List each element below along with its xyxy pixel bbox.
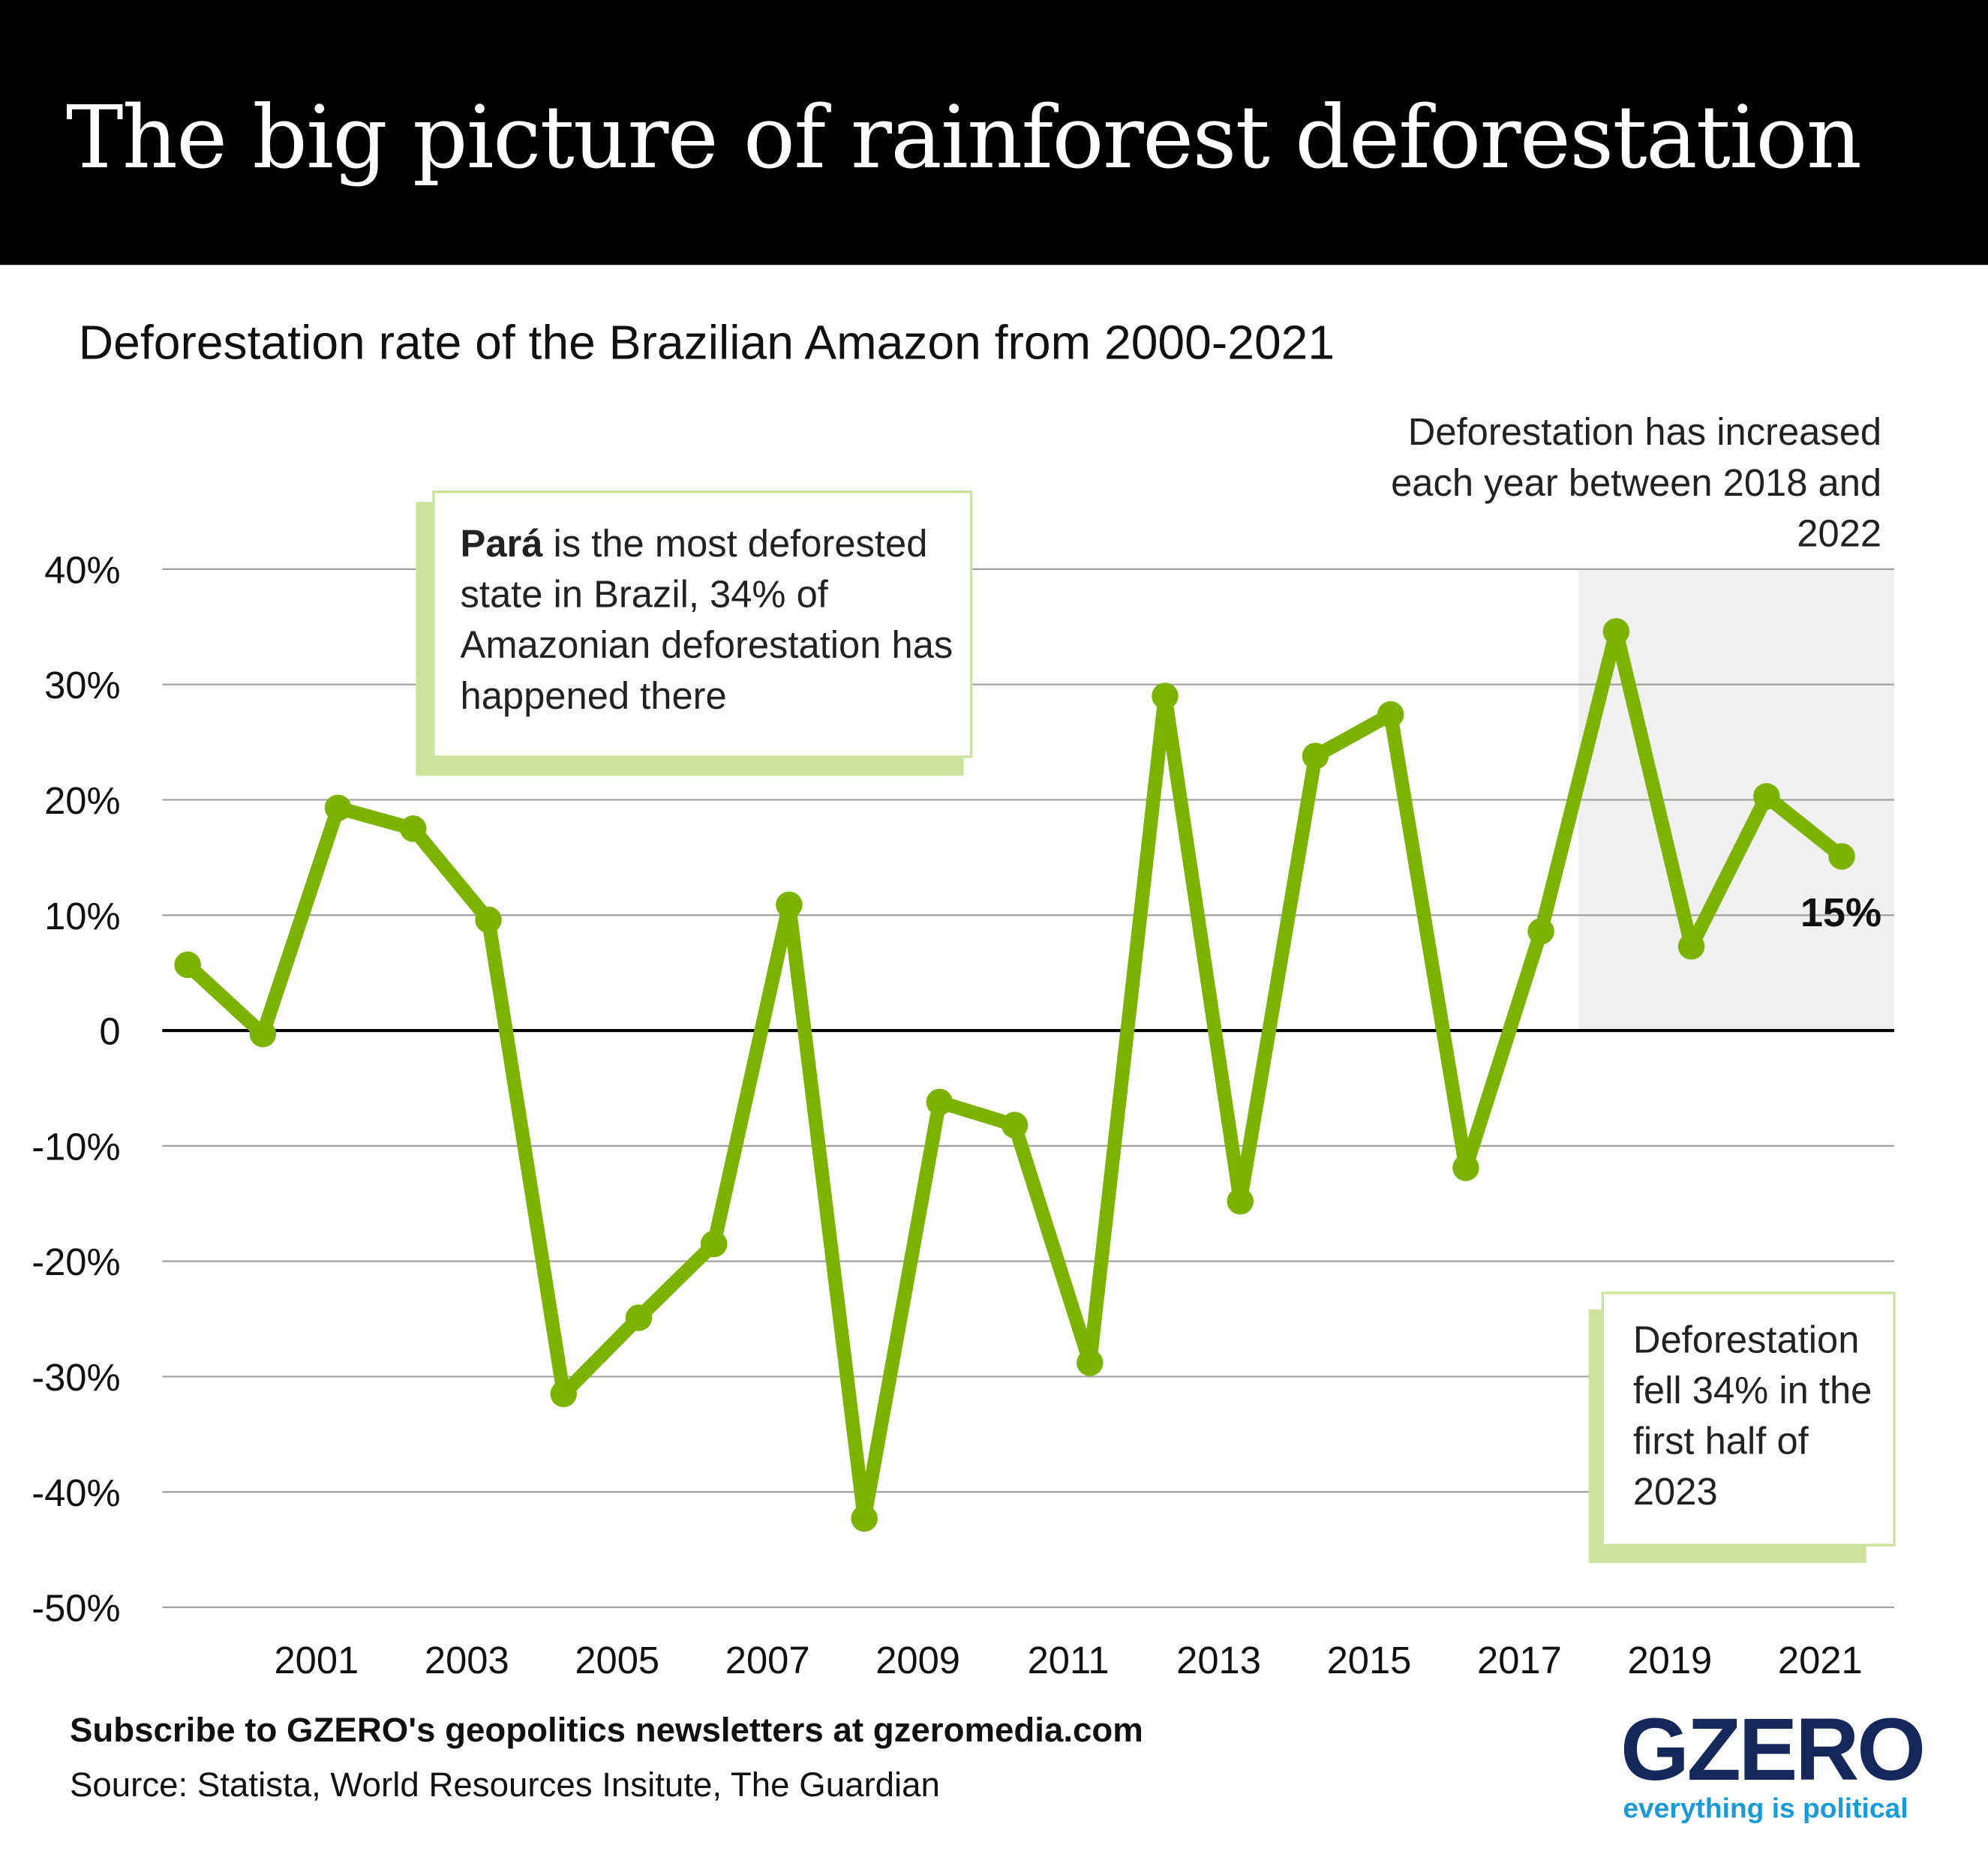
data-point [1152,682,1179,710]
x-tick-label: 2013 [1176,1639,1261,1682]
data-point [1828,843,1855,870]
chart-subtitle: Deforestation rate of the Brazilian Amaz… [78,316,1335,370]
data-point [1001,1112,1029,1138]
data-point [1452,1154,1479,1181]
y-tick-label: -50% [32,1587,120,1630]
x-tick-label: 2019 [1627,1639,1712,1682]
data-point [249,1020,277,1048]
y-tick-label: 30% [44,664,120,706]
x-tick-label: 2007 [725,1639,810,1682]
data-point [1227,1187,1254,1215]
logo-tagline: everything is political [1623,1792,1908,1825]
data-point [1677,933,1705,960]
data-point [625,1304,653,1331]
callout-para-rest: is the most deforested state in Brazil, … [460,524,953,718]
x-tick-label: 2017 [1477,1639,1562,1682]
gzero-logo: GZERO [1620,1700,1926,1799]
y-tick-label: 10% [44,895,120,938]
data-point [776,891,803,919]
data-point [1527,918,1554,945]
page-title: The big picture of rainforest deforestat… [65,88,1862,189]
data-point [851,1504,878,1532]
data-point [550,1380,577,1408]
callout-box-para [432,490,973,758]
x-tick-label: 2005 [575,1639,659,1682]
data-point [324,794,352,821]
y-tick-label: -40% [32,1472,120,1514]
x-tick-label: 2021 [1778,1639,1863,1682]
data-point [1302,742,1329,770]
data-point [1077,1349,1104,1376]
annotation-fell: Deforestation fell 34% in the first half… [1632,1319,1872,1514]
x-tick-label: 2001 [274,1639,359,1682]
data-point [1602,618,1630,645]
y-tick-label: 40% [44,548,120,591]
callout-para-bold: Pará [460,524,543,566]
callout-para-text: Pará is the most deforested state in Bra… [461,520,955,722]
data-point [1377,700,1404,728]
header-bar: The big picture of rainforest deforestat… [0,0,1988,266]
last-value-label: 15% [1800,890,1881,935]
x-tick-label: 2009 [875,1639,960,1682]
y-tick-label: 20% [44,779,120,822]
data-point [926,1088,953,1116]
callout-box-fell [1601,1292,1896,1546]
y-tick-label: -10% [32,1125,120,1168]
x-tick-label: 2011 [1028,1639,1110,1682]
footer-subscribe: Subscribe to GZERO's geopolitics newslet… [69,1711,1143,1750]
data-point [1753,783,1780,810]
data-point [174,951,201,979]
y-tick-label: -30% [32,1356,120,1399]
y-tick-label: -20% [32,1240,120,1283]
annotation-increase: Deforestation has increased each year be… [1391,412,1882,556]
y-tick-label: 0 [99,1010,120,1053]
footer-source: Source: Statista, World Resources Insitu… [69,1766,940,1804]
data-point [700,1230,728,1258]
data-point [475,906,502,934]
x-tick-label: 2003 [425,1639,509,1682]
data-point [400,815,427,842]
x-tick-label: 2015 [1327,1639,1412,1682]
